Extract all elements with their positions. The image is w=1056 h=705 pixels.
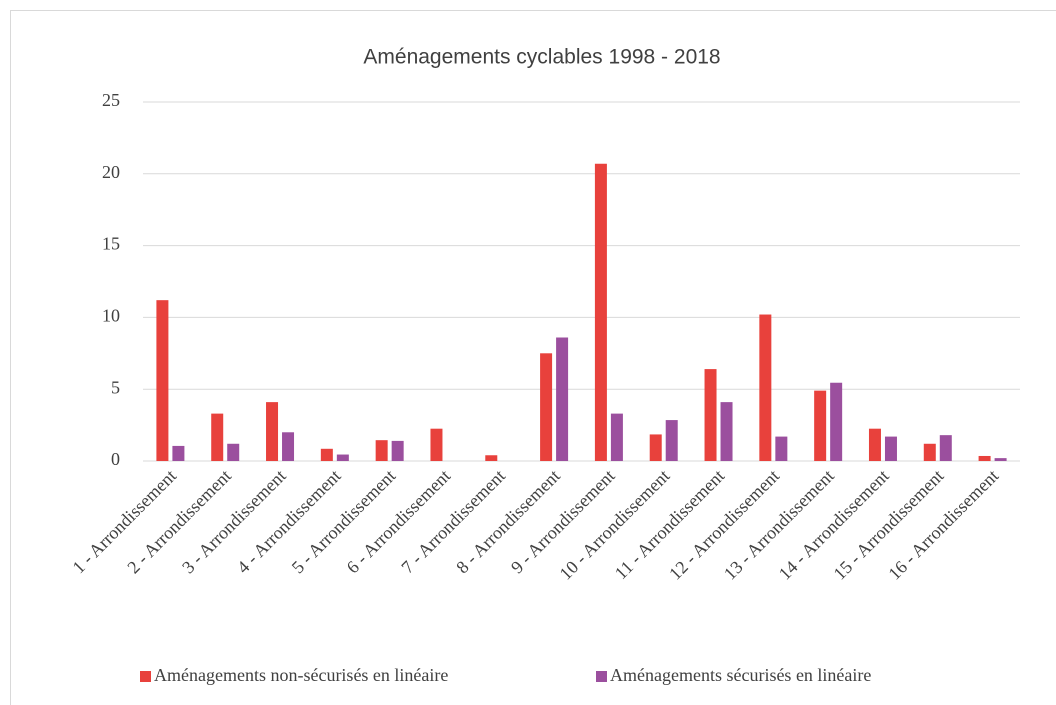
y-tick-label: 0 (111, 449, 120, 469)
legend-label: Aménagements non-sécurisés en linéaire (154, 665, 448, 685)
bar (375, 440, 388, 461)
y-tick-label: 5 (111, 377, 120, 397)
bar (868, 428, 881, 461)
bar (978, 455, 991, 461)
y-tick-label: 10 (102, 306, 120, 326)
bar (884, 436, 897, 461)
bar (649, 434, 662, 461)
bar (156, 300, 169, 461)
bar (391, 440, 404, 461)
bar (172, 445, 185, 461)
y-tick-label: 25 (102, 90, 120, 110)
legend-swatch (140, 671, 151, 682)
chart-title: Aménagements cyclables 1998 - 2018 (363, 46, 720, 69)
bar (610, 413, 623, 461)
legend-label: Aménagements sécurisés en linéaire (610, 665, 871, 685)
bar (266, 402, 279, 461)
bar (665, 420, 678, 461)
y-tick-label: 20 (102, 162, 120, 182)
bar (430, 428, 443, 461)
bar (336, 454, 349, 461)
bar (939, 435, 952, 461)
bar (540, 353, 553, 461)
y-tick-label: 15 (102, 234, 120, 254)
bar (594, 163, 607, 462)
bar (282, 432, 295, 461)
bar (320, 448, 333, 461)
bar (830, 382, 843, 461)
bar (485, 455, 498, 461)
bar (720, 402, 733, 461)
chart-frame (10, 10, 1056, 705)
bar (704, 369, 717, 461)
bar (923, 443, 936, 461)
bar (759, 314, 772, 461)
bar (814, 390, 827, 461)
bar (556, 337, 569, 461)
legend-swatch (596, 671, 607, 682)
bar (994, 458, 1007, 461)
bar (775, 436, 788, 461)
bar (227, 443, 240, 461)
bar (211, 413, 224, 461)
